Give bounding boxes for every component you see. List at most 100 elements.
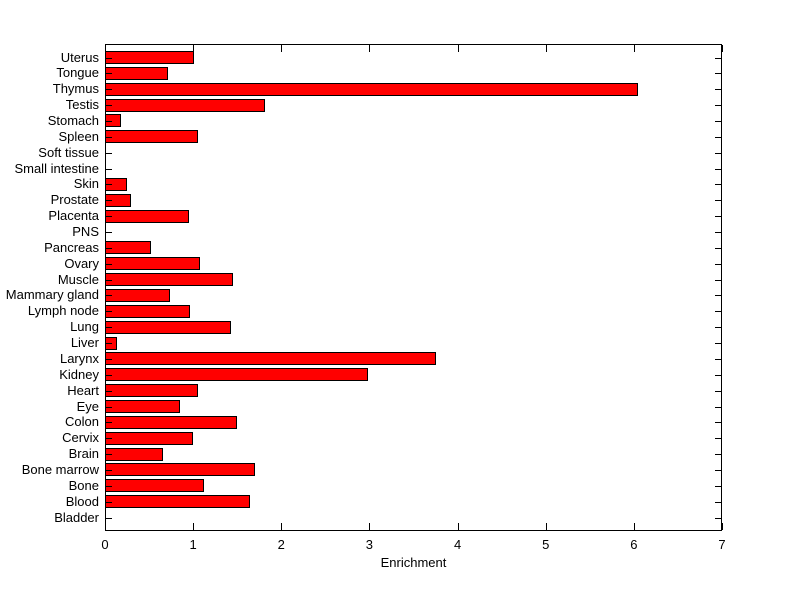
plot-area xyxy=(105,44,722,531)
y-tick-label: Eye xyxy=(76,398,99,414)
bar xyxy=(105,368,368,382)
x-tick-mark xyxy=(457,45,459,52)
y-tick-mark xyxy=(106,390,112,392)
y-tick-mark xyxy=(106,136,112,138)
bar xyxy=(105,447,164,461)
x-tick-mark xyxy=(105,45,106,52)
x-tick-label: 3 xyxy=(365,537,373,552)
y-tick-mark xyxy=(715,247,721,249)
x-tick-label: 7 xyxy=(718,537,726,552)
y-tick-mark xyxy=(106,200,112,202)
y-tick-mark xyxy=(106,216,112,218)
y-tick-mark xyxy=(106,57,112,59)
y-tick-label: Larynx xyxy=(59,350,99,366)
y-tick-mark xyxy=(106,279,112,281)
y-tick-label: Uterus xyxy=(60,49,99,65)
y-tick-mark xyxy=(715,422,721,424)
y-tick-label: Tongue xyxy=(56,65,99,81)
y-tick-mark xyxy=(106,343,112,344)
y-tick-mark xyxy=(715,343,721,344)
y-tick-mark xyxy=(106,105,112,107)
bar xyxy=(105,352,436,366)
y-tick-label: Small intestine xyxy=(14,160,99,176)
bar xyxy=(105,384,198,398)
y-tick-mark xyxy=(106,168,112,170)
y-tick-mark xyxy=(715,152,721,154)
y-tick-mark xyxy=(106,327,112,329)
y-tick-mark xyxy=(106,454,112,456)
y-tick-label: Spleen xyxy=(58,128,99,144)
y-tick-mark xyxy=(106,438,112,440)
y-tick-mark xyxy=(106,374,112,376)
y-tick-label: Ovary xyxy=(64,255,99,271)
x-tick-mark xyxy=(281,523,283,530)
y-tick-mark xyxy=(715,105,721,107)
y-tick-mark xyxy=(715,454,721,456)
bar xyxy=(105,241,151,255)
x-tick-mark xyxy=(545,523,547,530)
y-tick-mark xyxy=(715,374,721,376)
y-tick-label: Muscle xyxy=(57,271,99,287)
x-tick-label: 0 xyxy=(101,537,109,552)
y-tick-mark xyxy=(106,358,112,360)
y-tick-mark xyxy=(106,501,112,503)
y-tick-label: Heart xyxy=(67,382,99,398)
x-tick-mark xyxy=(722,523,723,530)
y-tick-mark xyxy=(715,501,721,503)
y-tick-label: PNS xyxy=(72,224,99,239)
x-tick-label: 5 xyxy=(542,537,550,552)
y-tick-mark xyxy=(715,73,721,75)
x-tick-label: 1 xyxy=(189,537,197,552)
bar xyxy=(105,463,255,477)
y-tick-mark xyxy=(106,263,112,265)
y-tick-label: Mammary gland xyxy=(5,287,99,303)
y-tick-mark xyxy=(106,247,112,249)
y-tick-label: Soft tissue xyxy=(38,144,99,160)
bar xyxy=(105,479,204,493)
y-tick-mark xyxy=(715,406,721,408)
y-tick-mark xyxy=(715,232,721,233)
x-tick-mark xyxy=(105,523,106,530)
y-tick-label: Brain xyxy=(68,446,99,462)
bar xyxy=(105,495,251,509)
y-tick-mark xyxy=(715,89,721,91)
x-tick-label: 2 xyxy=(277,537,285,552)
x-tick-mark xyxy=(281,45,283,52)
y-tick-mark xyxy=(715,263,721,265)
y-tick-mark xyxy=(715,168,721,170)
bar xyxy=(105,130,199,144)
bar xyxy=(105,288,171,302)
y-tick-label: Prostate xyxy=(50,192,99,208)
y-tick-label: Lymph node xyxy=(27,303,99,319)
y-tick-mark xyxy=(715,390,721,392)
y-tick-mark xyxy=(106,311,112,313)
y-tick-label: Bone xyxy=(68,477,99,493)
bar xyxy=(105,82,639,96)
bar xyxy=(105,114,121,128)
y-tick-mark xyxy=(715,327,721,329)
y-tick-mark xyxy=(715,311,721,313)
bar xyxy=(105,98,265,112)
y-tick-mark xyxy=(715,57,721,59)
y-tick-mark xyxy=(715,136,721,138)
x-tick-mark xyxy=(457,523,459,530)
y-tick-mark xyxy=(715,358,721,360)
bar xyxy=(105,66,168,80)
x-tick-label: 6 xyxy=(630,537,638,552)
bar xyxy=(105,257,201,271)
y-tick-mark xyxy=(715,517,721,519)
y-tick-label: Liver xyxy=(70,335,99,350)
y-tick-mark xyxy=(106,469,112,471)
y-tick-label: Pancreas xyxy=(44,239,99,255)
y-tick-label: Colon xyxy=(65,414,99,430)
y-tick-mark xyxy=(106,73,112,75)
y-tick-mark xyxy=(106,184,112,186)
x-tick-label: 4 xyxy=(453,537,462,552)
y-tick-mark xyxy=(106,295,112,297)
y-tick-mark xyxy=(106,517,112,519)
y-tick-mark xyxy=(715,184,721,186)
bar xyxy=(105,431,194,445)
x-tick-mark xyxy=(545,45,547,52)
y-tick-label: Placenta xyxy=(48,208,99,224)
